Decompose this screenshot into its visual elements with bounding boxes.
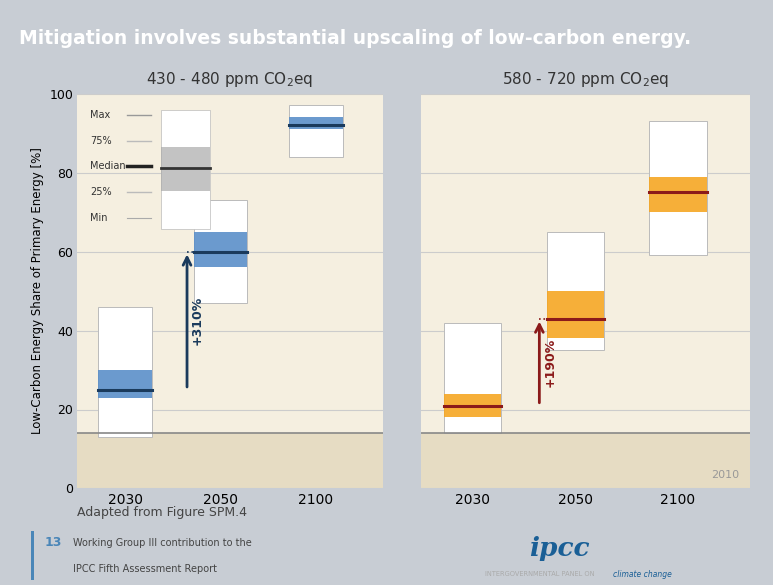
Bar — [547, 291, 604, 338]
Text: 2010: 2010 — [711, 470, 740, 480]
Bar — [649, 121, 707, 256]
Bar — [421, 433, 750, 488]
Text: Working Group III contribution to the: Working Group III contribution to the — [73, 538, 252, 548]
Title: 580 - 720 ppm CO$_2$eq: 580 - 720 ppm CO$_2$eq — [502, 70, 669, 89]
Bar — [444, 323, 502, 433]
Y-axis label: Low-Carbon Energy Share of Primary Energy [%]: Low-Carbon Energy Share of Primary Energ… — [31, 147, 44, 435]
Text: 13: 13 — [45, 536, 62, 549]
Text: Mitigation involves substantial upscaling of low-carbon energy.: Mitigation involves substantial upscalin… — [19, 29, 692, 47]
Text: IPCC Fifth Assessment Report: IPCC Fifth Assessment Report — [73, 563, 217, 574]
Text: INTERGOVERNMENTAL PANEL ON: INTERGOVERNMENTAL PANEL ON — [485, 572, 595, 577]
Bar — [194, 200, 247, 303]
Bar — [444, 394, 502, 418]
Bar — [31, 531, 34, 580]
Text: Adapted from Figure SPM.4: Adapted from Figure SPM.4 — [77, 506, 247, 519]
Bar — [289, 117, 342, 129]
Bar — [649, 177, 707, 212]
Bar — [98, 370, 152, 398]
Bar — [289, 105, 342, 157]
Text: ipcc: ipcc — [530, 536, 590, 561]
Bar — [98, 307, 152, 437]
Text: +310%: +310% — [191, 296, 204, 345]
Bar — [194, 232, 247, 267]
Bar — [547, 232, 604, 350]
Bar — [77, 433, 383, 488]
Text: climate change: climate change — [613, 570, 672, 579]
Text: +190%: +190% — [543, 338, 557, 387]
Title: 430 - 480 ppm CO$_2$eq: 430 - 480 ppm CO$_2$eq — [146, 70, 314, 89]
